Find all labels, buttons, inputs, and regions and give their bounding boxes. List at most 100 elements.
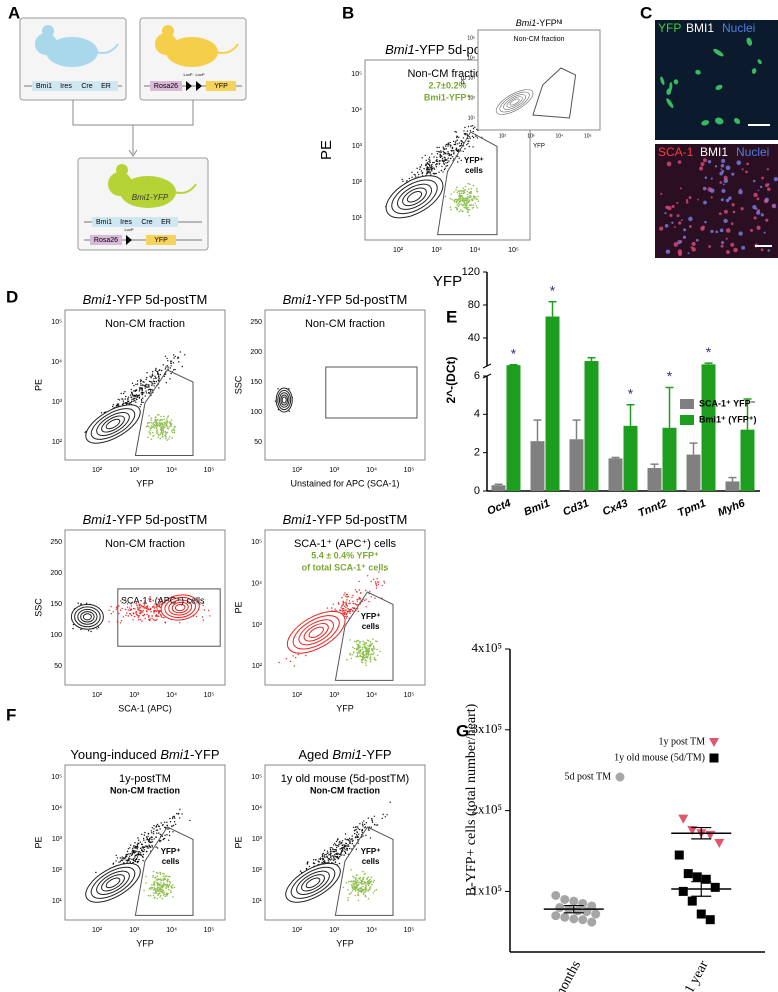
event-dot (467, 209, 469, 211)
x-tick-label: 10⁴ (555, 133, 563, 139)
event-dot (372, 653, 374, 655)
event-dot (139, 390, 140, 391)
event-dot (162, 430, 164, 432)
event-dot (159, 841, 160, 842)
event-dot (122, 860, 123, 861)
event-dot (325, 854, 326, 855)
event-dot (149, 376, 150, 377)
event-dot (142, 846, 143, 847)
cassette-label: Ires (60, 83, 72, 90)
event-dot (432, 162, 433, 163)
event-dot (335, 609, 336, 610)
event-dot (357, 880, 359, 882)
event-dot (363, 656, 365, 658)
event-dot (364, 827, 365, 828)
event-dot (440, 157, 441, 158)
event-dot (345, 607, 346, 608)
event-dot (362, 832, 363, 833)
event-dot (342, 610, 343, 611)
event-dot (157, 371, 158, 372)
x-tick-label: 10⁴ (366, 467, 377, 474)
event-dot (118, 403, 119, 404)
event-dot (406, 180, 407, 181)
event-dot (300, 870, 301, 871)
event-dot (131, 615, 132, 616)
event-dot (352, 647, 354, 649)
event-dot (123, 403, 124, 404)
event-dot (469, 183, 471, 185)
point (675, 851, 684, 860)
event-dot (441, 170, 442, 171)
event-dot (170, 892, 172, 894)
event-dot (375, 640, 377, 642)
event-dot (461, 140, 462, 141)
event-dot (468, 188, 470, 190)
event-dot (352, 610, 353, 611)
title-part: Bmi1 (385, 42, 415, 57)
event-dot (354, 608, 355, 609)
event-dot (350, 869, 352, 871)
event-dot (421, 170, 422, 171)
event-dot (343, 608, 344, 609)
event-dot (439, 147, 440, 148)
event-dot (341, 605, 342, 606)
event-dot (458, 205, 460, 207)
event-dot (365, 896, 367, 898)
y-axis-label: PE (233, 836, 243, 848)
event-dot (368, 647, 370, 649)
event-dot (431, 153, 432, 154)
event-dot (196, 616, 197, 617)
event-dot (369, 646, 371, 648)
event-dot (340, 843, 341, 844)
event-dot (130, 397, 131, 398)
event-dot (167, 825, 168, 826)
event-dot (445, 168, 446, 169)
x-tick-label: Cx43 (601, 497, 630, 518)
event-dot (172, 831, 173, 832)
event-dot (383, 814, 384, 815)
event-dot (150, 427, 152, 429)
event-dot (425, 165, 426, 166)
event-dot (157, 847, 158, 848)
event-dot (334, 854, 335, 855)
event-dot (335, 859, 336, 860)
event-dot (368, 650, 370, 652)
event-dot (364, 659, 366, 661)
event-dot (154, 421, 156, 423)
event-dot (126, 855, 127, 856)
legend-label: Bmi1⁺ (YFP⁺) (699, 414, 757, 424)
event-dot (379, 651, 381, 653)
y-tick-label: 10⁵ (351, 71, 362, 78)
event-dot (118, 862, 119, 863)
event-dot (433, 162, 434, 163)
event-dot (153, 380, 154, 381)
event-dot (356, 874, 358, 876)
event-dot (339, 841, 340, 842)
event-dot (371, 877, 373, 879)
event-dot (363, 892, 365, 894)
event-dot (356, 641, 358, 643)
event-dot (334, 849, 335, 850)
event-dot (362, 830, 363, 831)
y-tick-label: 10⁵ (467, 35, 475, 41)
event-dot (462, 197, 464, 199)
event-dot (167, 828, 168, 829)
event-dot (439, 155, 440, 156)
event-dot (133, 845, 134, 846)
event-dot (154, 887, 156, 889)
event-dot (151, 832, 152, 833)
event-dot (156, 833, 157, 834)
event-dot (148, 384, 149, 385)
event-dot (357, 837, 358, 838)
event-dot (342, 840, 343, 841)
event-dot (343, 847, 344, 848)
event-dot (166, 822, 167, 823)
event-dot (145, 845, 146, 846)
event-dot (346, 839, 347, 840)
event-dot (349, 611, 350, 612)
cell (720, 168, 722, 170)
event-dot (209, 615, 210, 616)
event-dot (461, 143, 462, 144)
event-dot (339, 856, 340, 857)
event-dot (332, 855, 333, 856)
